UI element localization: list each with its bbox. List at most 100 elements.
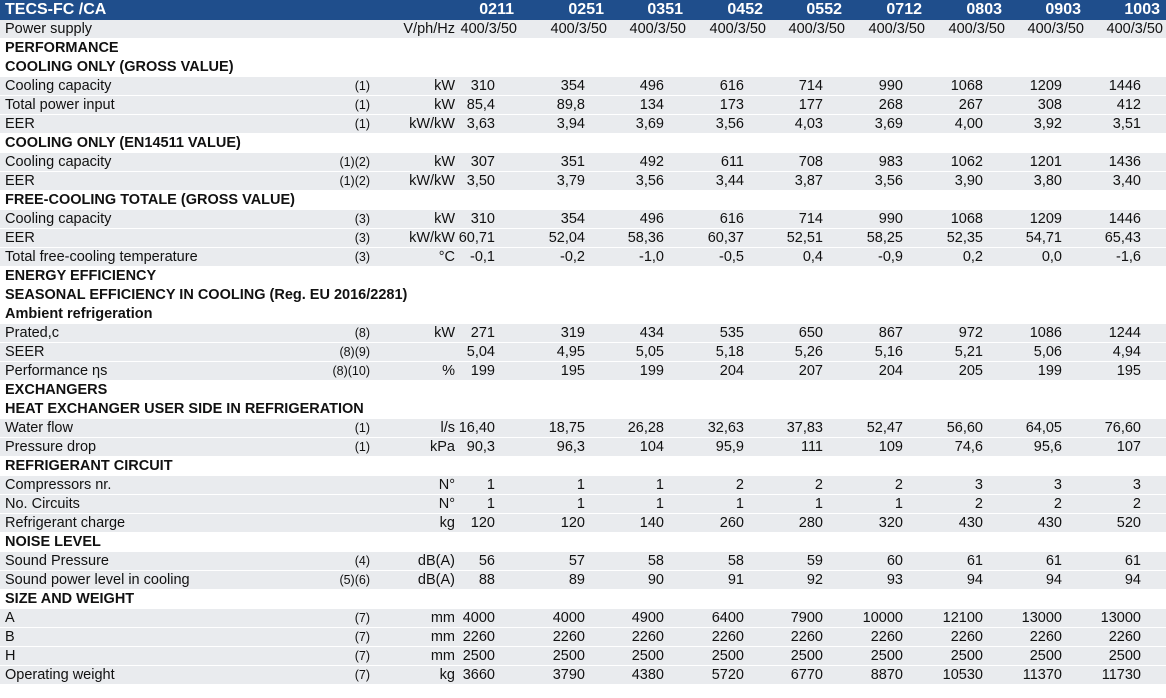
- value-cell: 3,40: [1112, 173, 1141, 189]
- table-title: TECS-FC /CA: [5, 1, 107, 18]
- value-cell: 4000: [552, 610, 585, 626]
- value-cell: 2500: [631, 648, 664, 664]
- value-cell: 400/3/50: [868, 21, 925, 37]
- table-row: Cooling capacity (3) kW 310 354 496 616 714 990 1…: [0, 210, 1166, 229]
- row-unit: l/s: [440, 420, 456, 436]
- value-cell: 280: [798, 515, 823, 531]
- value-cell: 16,40: [458, 420, 495, 436]
- row-label: Prated,c: [5, 325, 59, 341]
- value-cell: 52,51: [786, 230, 823, 246]
- value-cell: 2260: [462, 629, 495, 645]
- value-cell: 18,75: [548, 420, 585, 436]
- value-cell: -0,9: [878, 249, 903, 265]
- value-cell: 2500: [870, 648, 903, 664]
- value-cell: 96,3: [556, 439, 585, 455]
- row-label: EER: [5, 230, 35, 246]
- row-label: EXCHANGERS: [5, 382, 108, 398]
- table-row: Cooling capacity (1)(2) kW 307 351 492 611 708 9…: [0, 153, 1166, 172]
- value-cell: 271: [470, 325, 495, 341]
- section-heading: ENERGY EFFICIENCY: [0, 267, 1166, 286]
- value-cell: 2500: [711, 648, 744, 664]
- value-cell: 2: [735, 477, 744, 493]
- table-row: Sound Pressure (4) dB(A) 56 57 58 58 59 60 61 61 61: [0, 552, 1166, 571]
- value-cell: 990: [878, 211, 903, 227]
- section-heading: PERFORMANCE: [0, 39, 1166, 58]
- value-cell: 59: [806, 553, 823, 569]
- value-cell: 2260: [950, 629, 983, 645]
- value-cell: 93: [886, 572, 903, 588]
- row-note: (1)(2): [339, 155, 370, 169]
- value-cell: 52,47: [866, 420, 903, 436]
- value-cell: 535: [719, 325, 744, 341]
- table-row: Total free-cooling temperature (3) °C -0,1 -…: [0, 248, 1166, 267]
- row-unit: kW: [434, 78, 455, 94]
- value-cell: 7900: [790, 610, 823, 626]
- row-label: ENERGY EFFICIENCY: [5, 268, 157, 284]
- row-label: A: [5, 610, 15, 626]
- value-cell: 58,25: [866, 230, 903, 246]
- value-cell: 308: [1037, 97, 1062, 113]
- value-cell: 4,03: [794, 116, 823, 132]
- value-cell: -0,2: [560, 249, 585, 265]
- section-heading: EXCHANGERS: [0, 381, 1166, 400]
- row-unit: kW: [434, 154, 455, 170]
- row-note: (7): [354, 668, 370, 682]
- value-cell: 54,71: [1025, 230, 1062, 246]
- value-cell: 4,94: [1112, 344, 1141, 360]
- value-cell: 1: [486, 477, 495, 493]
- value-cell: 90: [647, 572, 664, 588]
- row-label: Pressure drop: [5, 439, 97, 455]
- value-cell: 89: [568, 572, 585, 588]
- value-cell: 56,60: [946, 420, 983, 436]
- value-cell: 3660: [462, 667, 495, 683]
- value-cell: 1: [576, 496, 585, 512]
- value-cell: 400/3/50: [629, 21, 686, 37]
- value-cell: 120: [560, 515, 585, 531]
- row-unit: N°: [438, 477, 455, 493]
- value-cell: 400/3/50: [550, 21, 607, 37]
- value-cell: 310: [470, 78, 495, 94]
- row-label: Refrigerant charge: [5, 515, 126, 531]
- row-unit: kW/kW: [409, 116, 455, 132]
- value-cell: 61: [966, 553, 983, 569]
- value-cell: 52,04: [548, 230, 585, 246]
- row-unit: kW/kW: [409, 230, 455, 246]
- row-label: EER: [5, 116, 35, 132]
- row-note: (1): [354, 117, 370, 131]
- value-cell: 32,63: [707, 420, 744, 436]
- value-cell: 4,00: [954, 116, 983, 132]
- value-cell: 1: [655, 477, 664, 493]
- row-unit: V/ph/Hz: [403, 21, 455, 37]
- row-label: COOLING ONLY (EN14511 VALUE): [5, 135, 241, 151]
- value-cell: 2500: [1029, 648, 1062, 664]
- value-cell: 2: [1132, 496, 1141, 512]
- table-row: SEER (8)(9) 5,04 4,95 5,05 5,18 5,26 5,16 5,21 5,…: [0, 343, 1166, 362]
- row-note: (8): [354, 326, 370, 340]
- value-cell: 3,90: [954, 173, 983, 189]
- value-cell: 3: [1132, 477, 1141, 493]
- value-cell: 58,36: [627, 230, 664, 246]
- value-cell: 3,50: [466, 173, 495, 189]
- value-cell: 2260: [790, 629, 823, 645]
- value-cell: 56: [478, 553, 495, 569]
- table-body: Power supply V/ph/Hz 400/3/50 400/3/50 400/3…: [0, 20, 1166, 685]
- section-heading: COOLING ONLY (EN14511 VALUE): [0, 134, 1166, 153]
- value-cell: 492: [639, 154, 664, 170]
- model-header-0452: 0452: [727, 1, 763, 18]
- value-cell: 107: [1116, 439, 1141, 455]
- value-cell: 90,3: [466, 439, 495, 455]
- value-cell: 400/3/50: [709, 21, 766, 37]
- value-cell: 3,69: [635, 116, 664, 132]
- value-cell: 65,43: [1104, 230, 1141, 246]
- value-cell: 58: [647, 553, 664, 569]
- value-cell: 0,2: [962, 249, 983, 265]
- value-cell: 2: [814, 477, 823, 493]
- row-unit: mm: [430, 629, 455, 645]
- table-row: Operating weight (7) kg 3660 3790 4380 5720 677…: [0, 666, 1166, 685]
- row-label: Total free-cooling temperature: [5, 249, 198, 265]
- model-header-0351: 0351: [647, 1, 683, 18]
- row-label: Power supply: [5, 21, 93, 37]
- value-cell: 4380: [631, 667, 664, 683]
- value-cell: 3,56: [635, 173, 664, 189]
- value-cell: 400/3/50: [1027, 21, 1084, 37]
